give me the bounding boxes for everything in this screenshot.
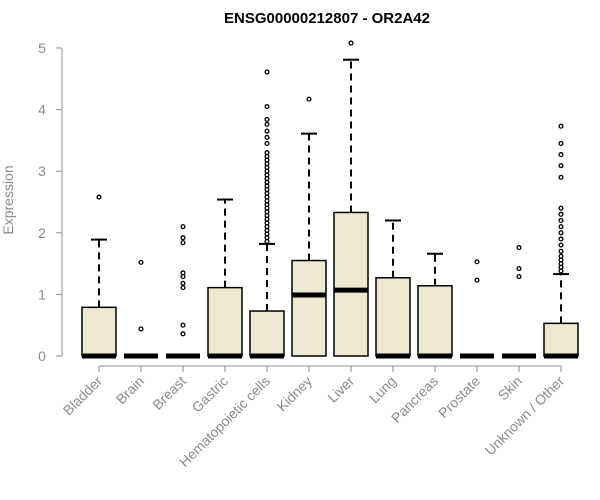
box-prostate: [460, 259, 494, 359]
outlier-point: [96, 194, 102, 200]
outlier-point: [264, 116, 270, 123]
outlier-point: [558, 224, 564, 230]
box-rect: [291, 259, 327, 357]
x-tick-label: Unknown / Other: [482, 373, 568, 459]
x-tick-label: Pancreas: [388, 373, 441, 426]
y-tick-label: 3: [38, 163, 46, 179]
y-tick-label: 4: [38, 102, 46, 118]
box-rect: [333, 211, 369, 357]
box-pancreas: [417, 252, 453, 359]
y-tick-label: 0: [38, 348, 46, 364]
outlier-point: [180, 322, 186, 328]
outlier-point: [558, 205, 564, 211]
outlier-point: [180, 280, 186, 286]
outlier-point: [516, 273, 522, 280]
outlier-point: [138, 326, 144, 332]
outlier-point: [516, 245, 522, 251]
outlier-point: [138, 259, 144, 265]
outlier-point: [264, 128, 270, 134]
outlier-point: [180, 270, 186, 276]
box-bladder: [81, 194, 117, 359]
outlier-point: [558, 163, 564, 169]
box-rect: [417, 285, 453, 357]
outlier-point: [558, 248, 564, 254]
outlier-point: [474, 277, 480, 283]
outlier-point: [558, 230, 564, 236]
box-hematopoietic-cells: [249, 69, 285, 359]
outlier-point: [558, 123, 564, 129]
box-unknown-other: [543, 123, 579, 359]
box-rect: [207, 286, 243, 357]
box-breast: [166, 224, 200, 359]
box-liver: [333, 40, 369, 357]
x-tick-label: Skin: [495, 373, 526, 404]
outlier-point: [558, 253, 564, 259]
y-axis: 0 1 2 3 4 5: [38, 40, 63, 364]
outlier-point: [264, 140, 270, 147]
outlier-point: [264, 150, 270, 156]
x-tick-label: Brain: [113, 373, 147, 407]
chart-title: ENSG00000212807 - OR2A42: [224, 10, 430, 27]
box-lung: [375, 219, 411, 359]
outlier-point: [558, 242, 564, 248]
outlier-point: [558, 140, 564, 147]
outlier-point: [180, 285, 186, 291]
box-rect: [81, 306, 117, 357]
outlier-point: [516, 265, 522, 272]
outlier-point: [264, 103, 270, 110]
box-rect: [543, 322, 579, 357]
x-tick-label: Liver: [324, 373, 357, 406]
y-tick-label: 5: [38, 40, 46, 56]
outlier-point: [264, 69, 270, 75]
outlier-point: [264, 121, 270, 127]
x-tick-label: Lung: [366, 373, 399, 406]
outlier-point: [558, 152, 564, 158]
outlier-point: [180, 224, 186, 230]
box-skin: [502, 245, 536, 359]
outlier-point: [180, 331, 186, 337]
y-tick-label: 1: [38, 286, 46, 302]
outlier-point: [180, 240, 186, 246]
x-tick-label: Prostate: [435, 373, 483, 421]
y-axis-label: Expression: [0, 165, 16, 234]
y-tick-label: 2: [38, 225, 46, 241]
outlier-point: [348, 40, 354, 46]
x-tick-label: Bladder: [60, 373, 106, 419]
x-tick-label: Kidney: [274, 373, 316, 415]
box-kidney: [291, 96, 327, 357]
box-rect: [249, 310, 285, 357]
box-gastric: [207, 198, 243, 359]
outlier-point: [558, 211, 564, 217]
outlier-point: [180, 235, 186, 241]
x-tick-label: Breast: [149, 373, 189, 413]
box-brain: [124, 259, 158, 359]
outlier-point: [264, 134, 270, 140]
outlier-point: [306, 96, 312, 102]
outlier-point: [558, 174, 564, 180]
box-rect: [375, 277, 411, 357]
outlier-point: [558, 236, 564, 242]
outlier-point: [474, 259, 480, 265]
outlier-point: [558, 217, 564, 224]
boxes-layer: [81, 40, 579, 359]
